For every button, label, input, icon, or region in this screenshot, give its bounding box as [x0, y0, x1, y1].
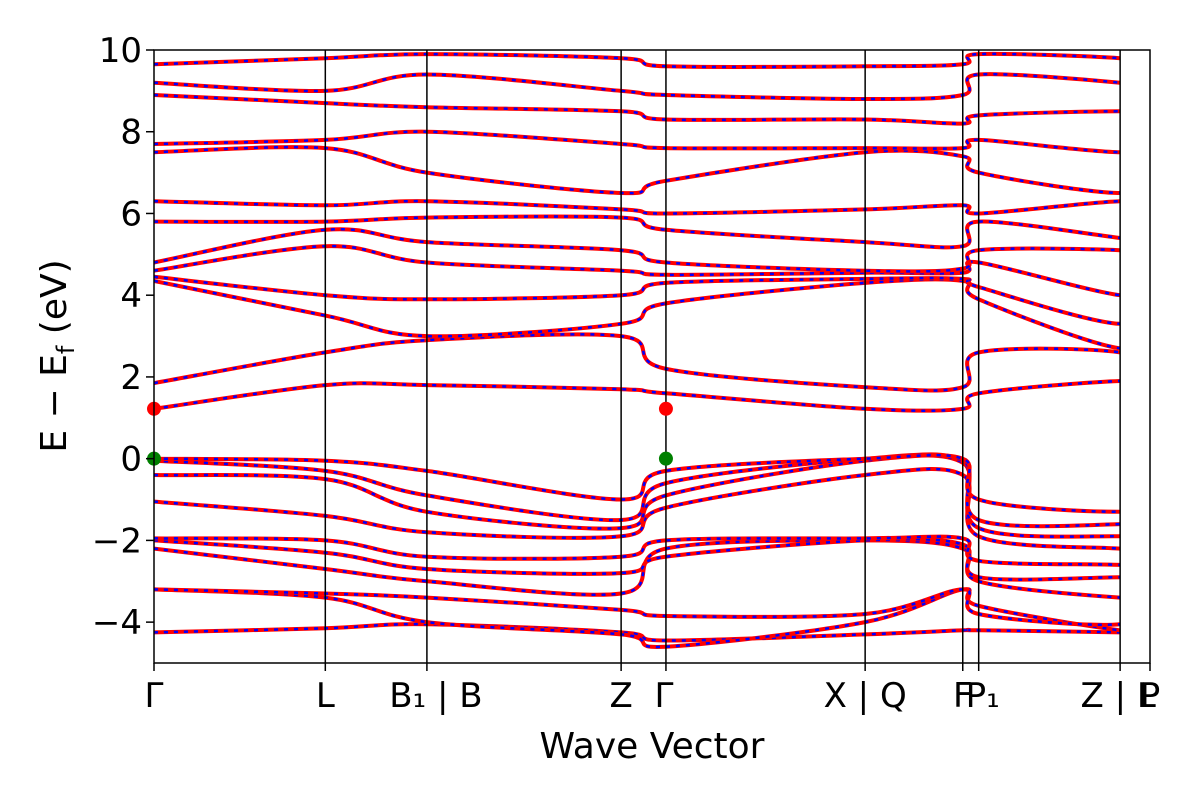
y-tick-label: 0 — [120, 440, 142, 480]
y-axis-label-main: E − E — [34, 354, 75, 453]
x-axis-label: Wave Vector — [540, 726, 765, 767]
x-tick-label: F — [953, 676, 973, 716]
band-line-spin-down — [154, 453, 1121, 528]
band-line-spin-up — [154, 72, 1121, 101]
band-line-spin-down — [154, 215, 1121, 249]
band-line-spin-down — [154, 535, 1121, 567]
y-tick-label: 4 — [120, 276, 142, 316]
y-axis-ticks: −4 −2 0 2 4 6 8 10 — [92, 31, 154, 643]
band-line-spin-down — [154, 379, 1121, 412]
band-line-spin-down — [154, 587, 1121, 649]
x-tick-label: B₁ | B — [389, 676, 482, 716]
vbm-marker — [658, 451, 673, 466]
band-line-spin-down — [154, 199, 1121, 215]
cbm-marker — [658, 401, 673, 416]
y-tick-label: 10 — [99, 31, 142, 71]
x-tick-label: L — [316, 676, 335, 716]
y-tick-label: 6 — [120, 194, 142, 234]
x-tick-label: Γ — [654, 676, 673, 716]
x-tick-label: P — [1140, 676, 1161, 716]
band-line-spin-down — [154, 537, 1121, 581]
y-axis-label-sub: f — [52, 345, 80, 354]
x-tick-label: P₁ — [966, 676, 1000, 716]
x-tick-label: Z | L — [1080, 676, 1155, 716]
plot-frame — [153, 49, 1151, 664]
y-tick-label: −4 — [92, 603, 142, 643]
x-tick-label: Z — [609, 676, 632, 716]
y-tick-label: −2 — [92, 521, 142, 561]
y-axis-label: E − Ef (eV) — [34, 259, 80, 452]
band-line-spin-down — [154, 333, 1121, 392]
band-line-spin-down — [154, 244, 1121, 297]
high-symmetry-lines — [324, 50, 1121, 663]
band-line-spin-down — [154, 275, 1121, 326]
y-tick-label: 2 — [120, 358, 142, 398]
band-line-spin-down — [154, 93, 1121, 125]
band-line-spin-up — [154, 622, 1121, 643]
band-line-spin-down — [154, 145, 1121, 195]
band-line-spin-down — [154, 227, 1121, 273]
y-axis-label-unit: (eV) — [34, 259, 75, 345]
x-tick-label: Γ — [145, 676, 164, 716]
band-line-spin-down — [154, 278, 1121, 350]
band-line-spin-down — [154, 453, 1121, 514]
x-tick-label: X | Q — [824, 676, 907, 716]
band-line-spin-down — [154, 130, 1121, 154]
y-tick-label: 8 — [120, 113, 142, 153]
band-line-spin-down — [154, 588, 1121, 627]
band-line-spin-down — [154, 52, 1121, 69]
